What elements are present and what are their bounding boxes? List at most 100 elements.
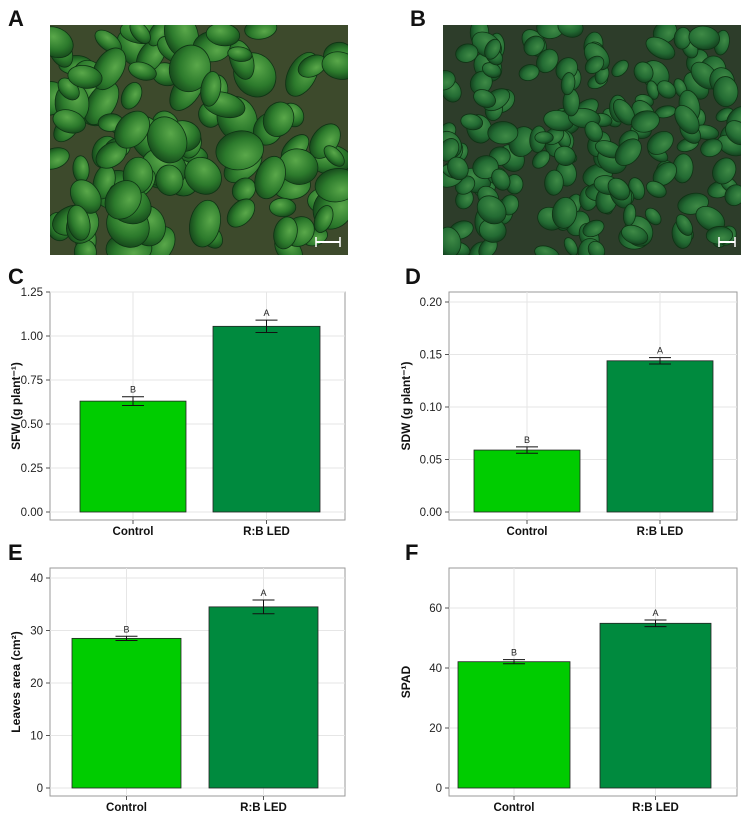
significance-label: B [123, 624, 129, 634]
panel-label-e: E [8, 540, 23, 565]
y-tick-label: 60 [429, 603, 442, 615]
bar-control [79, 400, 187, 513]
leaf-shape [314, 168, 348, 203]
x-tick-label: R:B LED [240, 802, 287, 814]
leaf-shape [725, 120, 741, 146]
plant-photo-a-image [50, 25, 348, 255]
leaf-shape [621, 224, 649, 245]
leaf-shape [688, 25, 721, 51]
significance-label: A [263, 308, 269, 318]
plant-photo-b [443, 25, 741, 255]
x-tick-label: R:B LED [243, 526, 290, 538]
leaf-shape [200, 71, 222, 107]
leaf-shape [50, 26, 74, 59]
x-tick-label: R:B LED [632, 802, 679, 814]
panel-label-c: C [8, 264, 24, 289]
leaf-shape [675, 214, 693, 236]
leaf-shape [323, 145, 345, 167]
leaf-shape [254, 155, 286, 200]
leaf-shape [189, 199, 221, 248]
leaf-shape [69, 179, 102, 214]
leaf-shape [443, 226, 462, 255]
y-tick-label: 0 [37, 783, 43, 795]
x-tick-label: R:B LED [637, 526, 684, 538]
leaf-shape [273, 216, 298, 250]
leaf-shape [244, 25, 278, 40]
leaf-shape [724, 184, 741, 207]
leaf-shape [473, 89, 496, 108]
leaf-shape [700, 138, 723, 158]
chart-d-svg: 0.00 0.05 0.10 0.15 0.20 B Control A R:B LED SDW … [399, 291, 738, 538]
leaf-shape [633, 61, 654, 83]
leaf-shape [146, 116, 188, 164]
y-axis-title: SPAD [399, 665, 413, 698]
y-tick-label: 0 [436, 783, 442, 795]
leaf-shape [544, 169, 564, 196]
x-tick-label: Control [494, 802, 535, 814]
leaf-shape [554, 145, 576, 166]
significance-label: B [511, 648, 517, 658]
leaf-shape [674, 105, 700, 135]
chart-f-svg: 0 20 40 60 B Control A R:B LED SPAD [399, 567, 738, 814]
bar-control [71, 637, 182, 789]
leaf-shape [611, 59, 629, 77]
leaf-shape [656, 80, 677, 99]
leaf-shape [584, 55, 605, 74]
leaf-shape [551, 196, 578, 229]
y-tick-label: 0.25 [21, 463, 43, 475]
leaf-shape [129, 25, 151, 44]
bar-control [457, 661, 571, 789]
leaf-shape [443, 70, 456, 91]
y-tick-label: 30 [30, 626, 43, 638]
leaf-shape [487, 121, 519, 145]
y-axis-title: Leaves area (cm²) [9, 631, 23, 732]
leaf-shape [631, 110, 660, 133]
scale-bar-b [718, 237, 736, 247]
leaf-shape [66, 204, 91, 241]
leaf-shape [534, 245, 560, 255]
y-axis-title: SDW (g plant⁻¹) [399, 362, 413, 451]
chart-c: 0.00 0.25 0.50 0.75 1.00 1.25 B Control A R:B LED… [0, 280, 370, 540]
chart-d: 0.00 0.05 0.10 0.15 0.20 B Control A R:B LED SDW … [390, 280, 747, 540]
leaf-shape [523, 35, 545, 57]
leaf-shape [645, 36, 676, 60]
leaf-shape [205, 25, 241, 47]
significance-label: A [260, 588, 266, 598]
leaf-shape [226, 198, 256, 228]
leaf-shape [536, 48, 559, 74]
y-tick-label: 40 [30, 573, 43, 585]
leaf-shape [67, 65, 103, 89]
y-tick-label: 0.75 [21, 375, 43, 387]
leaf-shape [518, 64, 540, 82]
y-tick-label: 0.20 [420, 297, 442, 309]
y-tick-label: 0.00 [21, 507, 43, 519]
leaf-shape [584, 121, 603, 143]
chart-f: 0 20 40 60 B Control A R:B LED SPAD [390, 556, 747, 817]
leaf-shape [262, 101, 295, 137]
leaf-shape [472, 155, 499, 180]
y-axis-title: SFW (g plant⁻¹) [9, 362, 23, 450]
leaf-shape [491, 168, 511, 191]
leaf-shape [443, 138, 460, 162]
leaf-shape [321, 51, 348, 80]
leaf-shape [582, 219, 605, 238]
x-tick-label: Control [507, 526, 548, 538]
leaf-shape [155, 164, 184, 196]
leaf-shape [532, 150, 551, 169]
y-tick-label: 0.05 [420, 455, 442, 467]
scale-bar-a [315, 237, 341, 247]
bar-r-b-led [606, 360, 714, 513]
x-tick-label: Control [106, 802, 147, 814]
y-tick-label: 1.00 [21, 331, 43, 343]
leaf-shape [455, 43, 479, 63]
plant-photo-b-image [443, 25, 741, 255]
significance-label: B [130, 385, 136, 395]
leaf-shape [563, 237, 579, 255]
leaf-shape [460, 113, 483, 131]
leaf-shape [231, 177, 256, 202]
leaf-shape [607, 177, 630, 201]
y-tick-label: 1.25 [21, 287, 43, 299]
leaf-shape [712, 76, 739, 108]
y-tick-label: 20 [429, 723, 442, 735]
x-tick-label: Control [113, 526, 154, 538]
